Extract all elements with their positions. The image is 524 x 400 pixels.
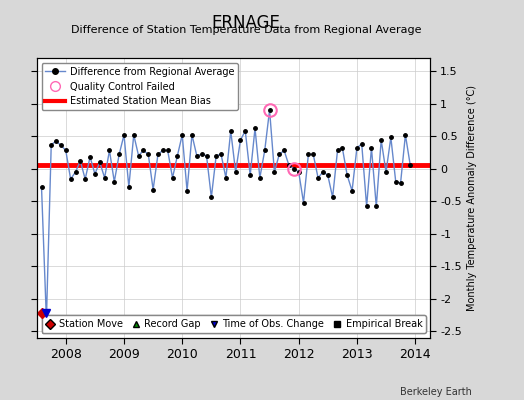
Legend: Station Move, Record Gap, Time of Obs. Change, Empirical Break: Station Move, Record Gap, Time of Obs. C… (41, 315, 427, 333)
Y-axis label: Monthly Temperature Anomaly Difference (°C): Monthly Temperature Anomaly Difference (… (467, 85, 477, 311)
Text: Berkeley Earth: Berkeley Earth (400, 387, 472, 397)
Text: Difference of Station Temperature Data from Regional Average: Difference of Station Temperature Data f… (71, 25, 421, 35)
Text: ERNAGE: ERNAGE (212, 14, 281, 32)
